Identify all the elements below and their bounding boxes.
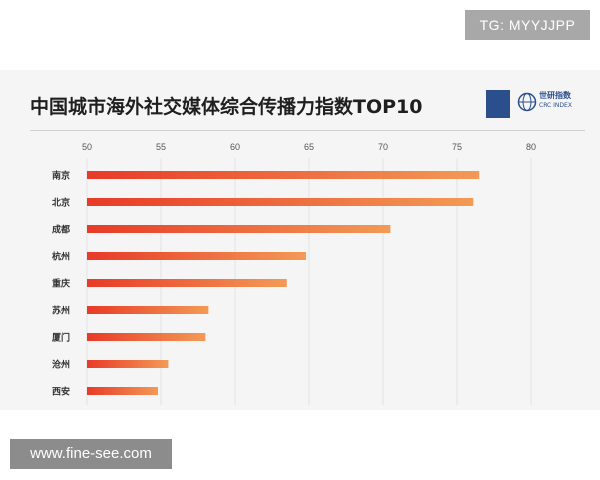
bar-5 bbox=[87, 306, 209, 314]
watermark: www.fine-see.com bbox=[10, 439, 172, 469]
bar-8 bbox=[87, 387, 159, 395]
tg-badge: TG: MYYJJPP bbox=[465, 10, 590, 40]
chart-title: 中国城市海外社交媒体综合传播力指数TOP10 bbox=[30, 96, 423, 118]
category-label: 南京 bbox=[52, 170, 70, 182]
bar-1 bbox=[87, 198, 474, 206]
category-label: 成都 bbox=[52, 224, 70, 236]
bar-6 bbox=[87, 333, 206, 341]
category-label: 苏州 bbox=[52, 305, 70, 317]
brand-logo-icon bbox=[486, 90, 510, 118]
bar-3 bbox=[87, 252, 307, 260]
category-label: 北京 bbox=[52, 197, 70, 209]
category-label: 杭州 bbox=[52, 251, 70, 263]
crc-logo-name: 世研指数 bbox=[539, 91, 571, 100]
x-tick-label: 50 bbox=[82, 142, 92, 152]
chart-card: 中国城市海外社交媒体综合传播力指数TOP10 世研指数 CRC INDEX 50… bbox=[0, 70, 600, 410]
globe-icon bbox=[517, 92, 537, 112]
x-tick-label: 70 bbox=[378, 142, 388, 152]
x-tick-label: 65 bbox=[304, 142, 314, 152]
bar-7 bbox=[87, 360, 169, 368]
x-tick-label: 80 bbox=[526, 142, 536, 152]
crc-logo-sub: CRC INDEX bbox=[539, 102, 572, 109]
crc-logo: 世研指数 CRC INDEX bbox=[539, 91, 591, 111]
bar-4 bbox=[87, 279, 287, 287]
x-tick-label: 60 bbox=[230, 142, 240, 152]
title-divider bbox=[30, 130, 585, 131]
category-label: 西安 bbox=[52, 386, 70, 398]
category-label: 厦门 bbox=[52, 332, 70, 344]
category-label: 沧州 bbox=[52, 359, 70, 371]
category-label: 重庆 bbox=[52, 278, 70, 290]
x-tick-label: 75 bbox=[452, 142, 462, 152]
bar-0 bbox=[87, 171, 480, 179]
x-tick-label: 55 bbox=[156, 142, 166, 152]
bar-2 bbox=[87, 225, 391, 233]
